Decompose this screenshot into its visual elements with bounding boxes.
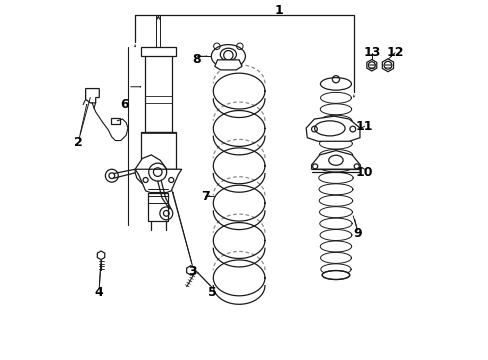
Text: 3: 3: [188, 265, 196, 278]
Text: 7: 7: [200, 190, 209, 203]
Text: 11: 11: [355, 120, 373, 133]
Polygon shape: [382, 59, 393, 72]
Text: 13: 13: [363, 46, 380, 59]
Text: 6: 6: [120, 98, 128, 111]
Polygon shape: [135, 169, 182, 193]
Ellipse shape: [322, 271, 349, 279]
Text: 1: 1: [274, 4, 283, 17]
Polygon shape: [141, 47, 176, 56]
Polygon shape: [305, 116, 359, 141]
Text: 2: 2: [74, 136, 83, 149]
Polygon shape: [135, 155, 167, 185]
Text: 5: 5: [207, 287, 216, 300]
Text: 8: 8: [191, 53, 200, 66]
Polygon shape: [141, 132, 175, 169]
Text: 10: 10: [355, 166, 373, 179]
Polygon shape: [214, 60, 242, 70]
Polygon shape: [148, 193, 168, 221]
Text: 9: 9: [352, 227, 361, 240]
Polygon shape: [97, 251, 104, 260]
Polygon shape: [366, 59, 376, 71]
Polygon shape: [111, 118, 120, 124]
Polygon shape: [186, 266, 194, 275]
Text: 4: 4: [95, 287, 103, 300]
Polygon shape: [85, 89, 99, 103]
Polygon shape: [311, 150, 360, 169]
Polygon shape: [144, 53, 172, 132]
Text: 12: 12: [386, 46, 403, 59]
